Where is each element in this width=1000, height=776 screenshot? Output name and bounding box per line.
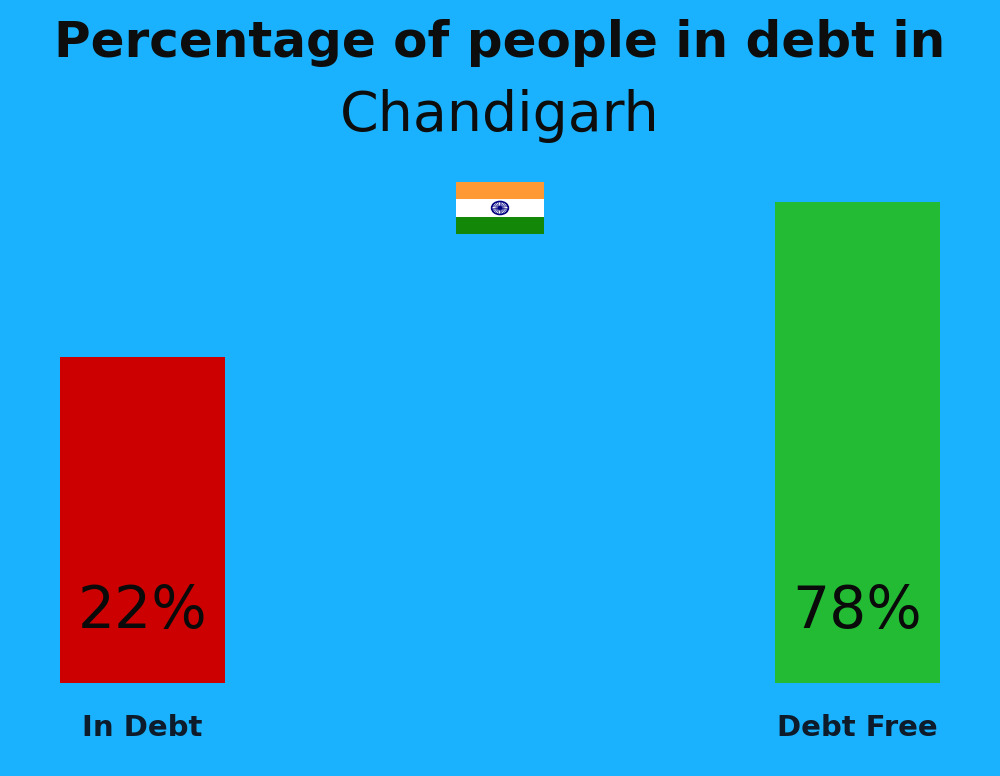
FancyBboxPatch shape — [60, 357, 225, 683]
Text: 78%: 78% — [793, 584, 922, 640]
FancyBboxPatch shape — [456, 217, 544, 234]
FancyBboxPatch shape — [775, 202, 940, 683]
Text: Chandigarh: Chandigarh — [340, 89, 660, 144]
FancyBboxPatch shape — [456, 182, 544, 199]
Circle shape — [498, 206, 502, 210]
Text: In Debt: In Debt — [82, 714, 203, 742]
Text: Debt Free: Debt Free — [777, 714, 938, 742]
Text: 22%: 22% — [78, 584, 207, 640]
Text: Percentage of people in debt in: Percentage of people in debt in — [54, 19, 946, 68]
FancyBboxPatch shape — [456, 199, 544, 217]
